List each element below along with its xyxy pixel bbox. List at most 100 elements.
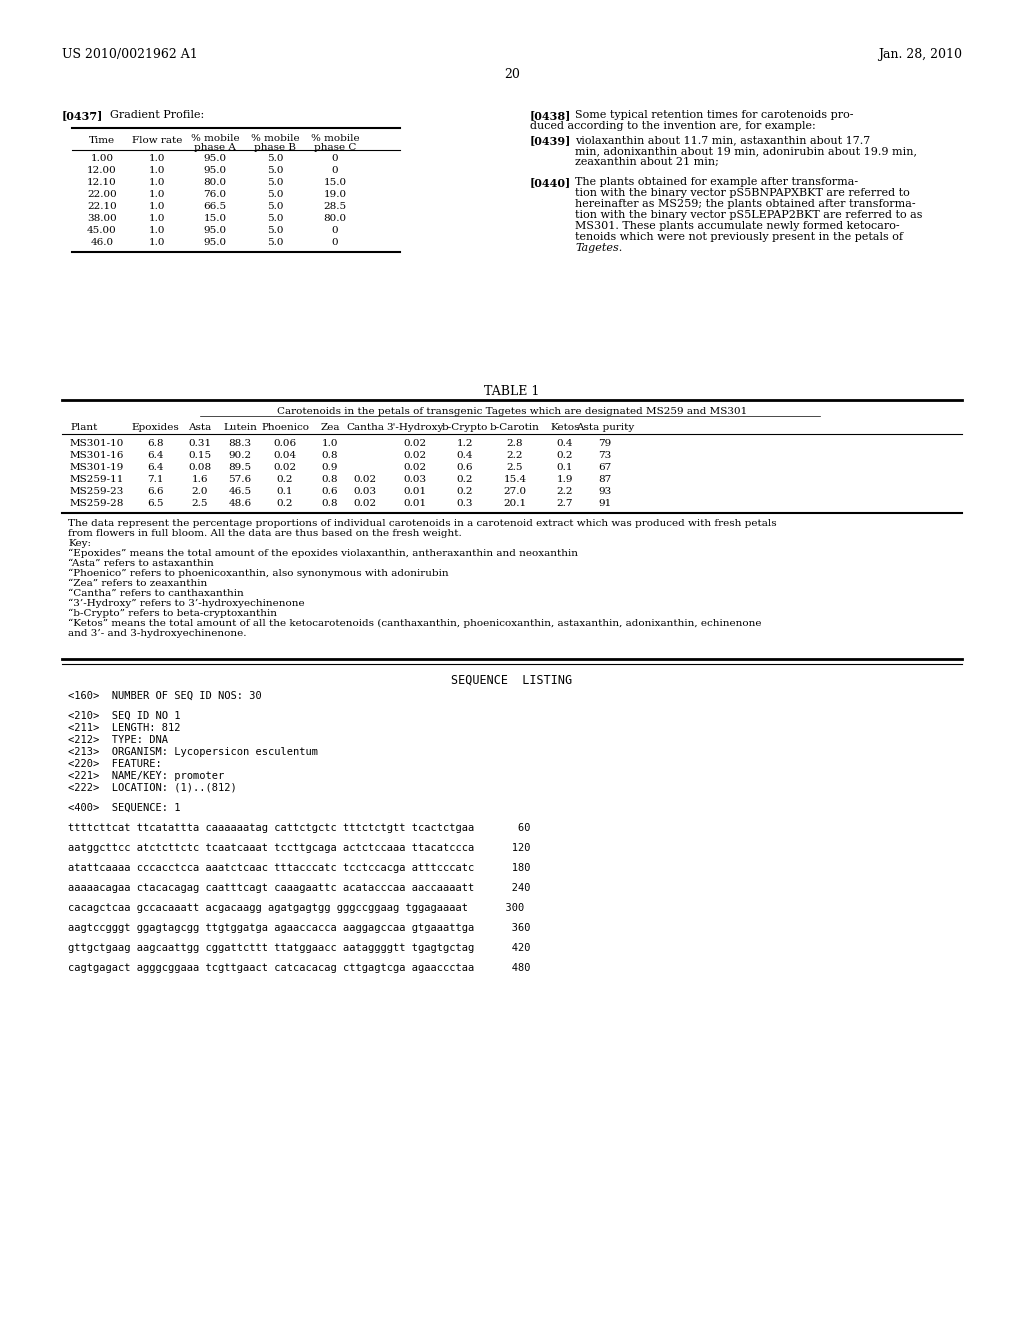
Text: 0.8: 0.8: [322, 451, 338, 459]
Text: 1.9: 1.9: [557, 475, 573, 484]
Text: 0.03: 0.03: [353, 487, 377, 496]
Text: Time: Time: [89, 136, 115, 145]
Text: % mobile: % mobile: [190, 135, 240, 143]
Text: MS301. These plants accumulate newly formed ketocaro-: MS301. These plants accumulate newly for…: [575, 220, 900, 231]
Text: 80.0: 80.0: [324, 214, 346, 223]
Text: hereinafter as MS259; the plants obtained after transforma-: hereinafter as MS259; the plants obtaine…: [575, 199, 915, 209]
Text: 2.5: 2.5: [191, 499, 208, 508]
Text: <222>  LOCATION: (1)..(812): <222> LOCATION: (1)..(812): [68, 783, 237, 793]
Text: 79: 79: [598, 440, 611, 447]
Text: 0.06: 0.06: [273, 440, 297, 447]
Text: The plants obtained for example after transforma-: The plants obtained for example after tr…: [575, 177, 858, 187]
Text: 0.1: 0.1: [276, 487, 293, 496]
Text: 15.0: 15.0: [204, 214, 226, 223]
Text: 5.0: 5.0: [266, 238, 284, 247]
Text: 0: 0: [332, 166, 338, 176]
Text: Gradient Profile:: Gradient Profile:: [110, 110, 204, 120]
Text: Cantha: Cantha: [346, 422, 384, 432]
Text: 1.0: 1.0: [148, 202, 165, 211]
Text: Plant: Plant: [70, 422, 97, 432]
Text: min, adonixanthin about 19 min, adonirubin about 19.9 min,: min, adonixanthin about 19 min, adonirub…: [575, 147, 918, 156]
Text: 95.0: 95.0: [204, 238, 226, 247]
Text: 6.6: 6.6: [146, 487, 163, 496]
Text: 0.4: 0.4: [457, 451, 473, 459]
Text: Asta: Asta: [188, 422, 212, 432]
Text: 93: 93: [598, 487, 611, 496]
Text: 45.00: 45.00: [87, 226, 117, 235]
Text: 0.1: 0.1: [557, 463, 573, 473]
Text: 66.5: 66.5: [204, 202, 226, 211]
Text: [0437]: [0437]: [62, 110, 103, 121]
Text: “3’-Hydroxy” refers to 3’-hydroxyechinenone: “3’-Hydroxy” refers to 3’-hydroxyechinen…: [68, 599, 304, 609]
Text: 0.8: 0.8: [322, 475, 338, 484]
Text: 0.2: 0.2: [557, 451, 573, 459]
Text: 0.02: 0.02: [353, 499, 377, 508]
Text: <220>  FEATURE:: <220> FEATURE:: [68, 759, 162, 770]
Text: 80.0: 80.0: [204, 178, 226, 187]
Text: gttgctgaag aagcaattgg cggattcttt ttatggaacc aataggggtt tgagtgctag      420: gttgctgaag aagcaattgg cggattcttt ttatgga…: [68, 942, 530, 953]
Text: 1.6: 1.6: [191, 475, 208, 484]
Text: MS301-16: MS301-16: [70, 451, 124, 459]
Text: 0.03: 0.03: [403, 475, 427, 484]
Text: 2.0: 2.0: [191, 487, 208, 496]
Text: 1.0: 1.0: [148, 166, 165, 176]
Text: US 2010/0021962 A1: US 2010/0021962 A1: [62, 48, 198, 61]
Text: phase C: phase C: [313, 143, 356, 152]
Text: “b-Crypto” refers to beta-cryptoxanthin: “b-Crypto” refers to beta-cryptoxanthin: [68, 609, 278, 618]
Text: % mobile: % mobile: [310, 135, 359, 143]
Text: <400>  SEQUENCE: 1: <400> SEQUENCE: 1: [68, 803, 180, 813]
Text: 1.2: 1.2: [457, 440, 473, 447]
Text: 2.8: 2.8: [507, 440, 523, 447]
Text: 73: 73: [598, 451, 611, 459]
Text: 2.5: 2.5: [507, 463, 523, 473]
Text: MS259-23: MS259-23: [70, 487, 124, 496]
Text: 5.0: 5.0: [266, 154, 284, 162]
Text: 1.0: 1.0: [148, 154, 165, 162]
Text: MS301-19: MS301-19: [70, 463, 124, 473]
Text: “Epoxides” means the total amount of the epoxides violaxanthin, antheraxanthin a: “Epoxides” means the total amount of the…: [68, 549, 578, 558]
Text: 0.6: 0.6: [457, 463, 473, 473]
Text: 1.0: 1.0: [148, 178, 165, 187]
Text: 5.0: 5.0: [266, 178, 284, 187]
Text: 2.2: 2.2: [507, 451, 523, 459]
Text: SEQUENCE  LISTING: SEQUENCE LISTING: [452, 675, 572, 686]
Text: 91: 91: [598, 499, 611, 508]
Text: from flowers in full bloom. All the data are thus based on the fresh weight.: from flowers in full bloom. All the data…: [68, 529, 462, 539]
Text: “Asta” refers to astaxanthin: “Asta” refers to astaxanthin: [68, 558, 214, 568]
Text: 3'-Hydroxy: 3'-Hydroxy: [386, 422, 443, 432]
Text: <160>  NUMBER OF SEQ ID NOS: 30: <160> NUMBER OF SEQ ID NOS: 30: [68, 690, 262, 701]
Text: cagtgagact agggcggaaa tcgttgaact catcacacag cttgagtcga agaaccctaa      480: cagtgagact agggcggaaa tcgttgaact catcaca…: [68, 964, 530, 973]
Text: 90.2: 90.2: [228, 451, 252, 459]
Text: [0440]: [0440]: [530, 177, 571, 187]
Text: The data represent the percentage proportions of individual carotenoids in a car: The data represent the percentage propor…: [68, 519, 776, 528]
Text: aatggcttcc atctcttctc tcaatcaaat tccttgcaga actctccaaa ttacatccca      120: aatggcttcc atctcttctc tcaatcaaat tccttgc…: [68, 843, 530, 853]
Text: 0.08: 0.08: [188, 463, 212, 473]
Text: Carotenoids in the petals of transgenic Tagetes which are designated MS259 and M: Carotenoids in the petals of transgenic …: [276, 407, 748, 416]
Text: <213>  ORGANISM: Lycopersicon esculentum: <213> ORGANISM: Lycopersicon esculentum: [68, 747, 318, 756]
Text: 0.2: 0.2: [276, 475, 293, 484]
Text: 1.0: 1.0: [148, 226, 165, 235]
Text: Ketos: Ketos: [550, 422, 580, 432]
Text: TABLE 1: TABLE 1: [484, 385, 540, 399]
Text: 95.0: 95.0: [204, 154, 226, 162]
Text: b-Crypto: b-Crypto: [441, 422, 488, 432]
Text: “Phoenico” refers to phoenicoxanthin, also synonymous with adonirubin: “Phoenico” refers to phoenicoxanthin, al…: [68, 569, 449, 578]
Text: 89.5: 89.5: [228, 463, 252, 473]
Text: 0.15: 0.15: [188, 451, 212, 459]
Text: 12.10: 12.10: [87, 178, 117, 187]
Text: zeaxanthin about 21 min;: zeaxanthin about 21 min;: [575, 157, 719, 168]
Text: “Zea” refers to zeaxanthin: “Zea” refers to zeaxanthin: [68, 579, 207, 587]
Text: 2.2: 2.2: [557, 487, 573, 496]
Text: 0.9: 0.9: [322, 463, 338, 473]
Text: 0.02: 0.02: [403, 463, 427, 473]
Text: 76.0: 76.0: [204, 190, 226, 199]
Text: Phoenico: Phoenico: [261, 422, 309, 432]
Text: Asta purity: Asta purity: [575, 422, 634, 432]
Text: 5.0: 5.0: [266, 166, 284, 176]
Text: 5.0: 5.0: [266, 226, 284, 235]
Text: 6.4: 6.4: [146, 463, 163, 473]
Text: 12.00: 12.00: [87, 166, 117, 176]
Text: <212>  TYPE: DNA: <212> TYPE: DNA: [68, 735, 168, 744]
Text: 0.01: 0.01: [403, 499, 427, 508]
Text: 38.00: 38.00: [87, 214, 117, 223]
